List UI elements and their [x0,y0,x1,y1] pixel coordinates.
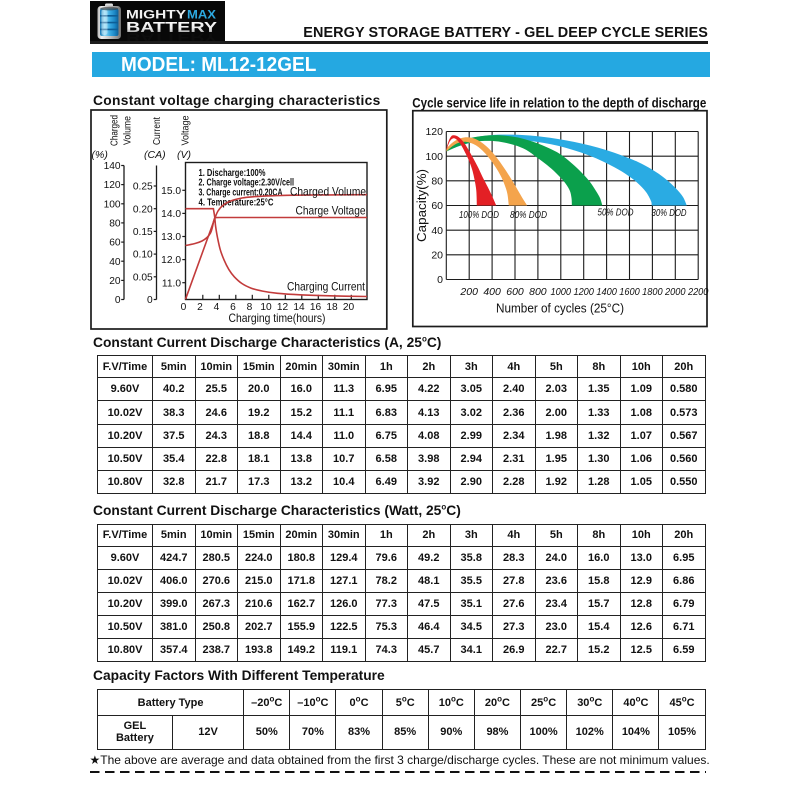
svg-text:1800: 1800 [642,287,663,298]
svg-text:0.20: 0.20 [133,204,153,215]
svg-text:120: 120 [104,180,121,191]
svg-text:20: 20 [343,302,355,313]
svg-text:1000: 1000 [551,287,572,298]
svg-text:2. Charge voltage:2.30V/cell: 2. Charge voltage:2.30V/cell [199,178,295,189]
svg-text:0: 0 [147,295,153,306]
svg-text:1400: 1400 [596,287,617,298]
svg-text:400: 400 [483,287,501,298]
svg-text:13.0: 13.0 [161,232,181,243]
svg-text:120: 120 [425,126,443,138]
svg-text:1. Discharge:100%: 1. Discharge:100% [199,168,266,179]
svg-text:2000: 2000 [664,287,686,298]
svg-text:0.10: 0.10 [133,250,153,261]
svg-text:100: 100 [104,199,121,210]
svg-text:16: 16 [310,302,322,313]
svg-text:1200: 1200 [573,287,594,298]
svg-text:30% DOD: 30% DOD [652,207,687,219]
svg-text:Charge Voltage: Charge Voltage [296,204,366,218]
svg-text:10: 10 [260,302,272,313]
svg-text:0.05: 0.05 [133,272,153,283]
svg-text:(%): (%) [92,149,108,161]
svg-text:50% DOD: 50% DOD [598,207,634,219]
svg-text:MAX: MAX [187,10,216,22]
svg-text:(CA): (CA) [144,149,166,161]
svg-text:80: 80 [109,219,121,230]
svg-text:2200: 2200 [687,287,709,298]
svg-text:0.15: 0.15 [133,227,153,238]
svg-text:1600: 1600 [619,287,640,298]
svg-text:12: 12 [277,302,289,313]
svg-text:800: 800 [529,287,547,298]
svg-text:Capacity(%): Capacity(%) [415,169,429,242]
svg-text:80% DOD: 80% DOD [510,209,547,221]
svg-text:BATTERY: BATTERY [126,31,217,44]
svg-text:200: 200 [459,287,478,298]
svg-text:11.0: 11.0 [162,278,181,289]
svg-text:80: 80 [431,175,443,187]
svg-text:12.0: 12.0 [161,255,181,266]
svg-text:3. Charge current:0.20CA: 3. Charge current:0.20CA [199,188,283,199]
svg-text:Charging Current: Charging Current [287,280,366,294]
svg-text:140: 140 [104,161,121,172]
svg-text:14: 14 [293,302,305,313]
svg-text:40: 40 [109,257,121,268]
svg-text:100% DOD: 100% DOD [459,209,499,221]
svg-text:0: 0 [115,295,121,306]
svg-text:600: 600 [506,287,524,298]
svg-text:15.0: 15.0 [161,186,181,197]
svg-text:40: 40 [431,225,443,237]
svg-text:Cycle service life in relation: Cycle service life in relation to the de… [412,95,706,110]
svg-text:Charged Volume: Charged Volume [290,185,366,199]
svg-text:0: 0 [437,274,443,286]
svg-text:Charged: Charged [109,115,120,146]
svg-text:(V): (V) [177,149,191,161]
svg-text:4. Temperature:25°C: 4. Temperature:25°C [199,197,274,208]
svg-text:6: 6 [230,302,236,313]
svg-text:Number of cycles (25°C): Number of cycles (25°C) [496,302,624,316]
svg-text:18: 18 [326,302,338,313]
svg-text:60: 60 [431,200,443,212]
svg-text:4: 4 [214,302,220,313]
svg-text:0.25: 0.25 [133,182,153,193]
svg-text:100: 100 [425,151,443,163]
svg-text:8: 8 [247,302,253,313]
svg-text:Voltage: Voltage [180,115,191,145]
svg-text:BATTERY: BATTERY [126,20,217,36]
svg-text:0: 0 [181,302,187,313]
svg-text:2: 2 [197,302,203,313]
svg-text:20: 20 [431,249,443,261]
svg-text:60: 60 [109,238,121,249]
svg-text:Constant voltage charging char: Constant voltage charging characteristic… [93,93,381,108]
svg-text:MIGHTY: MIGHTY [126,10,186,22]
svg-text:14.0: 14.0 [161,209,181,220]
svg-text:Volume: Volume [122,116,133,145]
svg-text:20: 20 [109,276,121,287]
svg-text:Charging time(hours): Charging time(hours) [229,311,326,325]
svg-text:Current: Current [152,117,163,145]
